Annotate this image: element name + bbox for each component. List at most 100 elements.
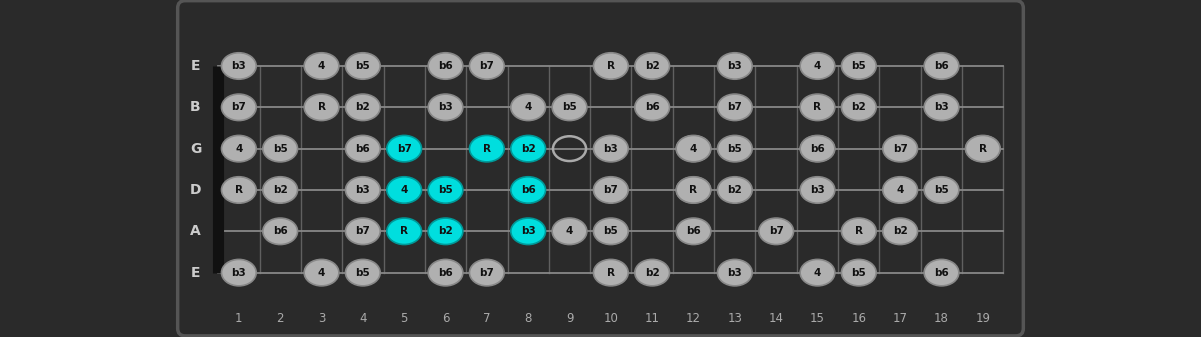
Ellipse shape (924, 177, 958, 203)
Ellipse shape (346, 177, 381, 203)
Ellipse shape (221, 94, 256, 121)
Text: 6: 6 (442, 312, 449, 325)
Text: 5: 5 (400, 312, 408, 325)
Ellipse shape (635, 94, 669, 121)
Ellipse shape (842, 259, 877, 286)
Text: b7: b7 (355, 226, 370, 236)
Text: 11: 11 (645, 312, 659, 325)
Text: b6: b6 (521, 185, 536, 195)
Ellipse shape (842, 53, 877, 79)
Ellipse shape (346, 53, 381, 79)
Ellipse shape (387, 135, 422, 162)
Ellipse shape (304, 259, 339, 286)
Ellipse shape (470, 259, 504, 286)
Ellipse shape (800, 259, 835, 286)
Ellipse shape (635, 53, 669, 79)
Text: 4: 4 (896, 185, 904, 195)
Text: b7: b7 (232, 102, 246, 112)
Ellipse shape (676, 177, 711, 203)
Text: R: R (607, 268, 615, 278)
Text: b5: b5 (355, 268, 370, 278)
Ellipse shape (510, 135, 545, 162)
Ellipse shape (717, 177, 752, 203)
Text: 4: 4 (525, 102, 532, 112)
Ellipse shape (800, 135, 835, 162)
Text: b2: b2 (645, 61, 659, 71)
Ellipse shape (221, 135, 256, 162)
Text: B: B (190, 100, 201, 114)
Ellipse shape (593, 135, 628, 162)
Text: b5: b5 (728, 144, 742, 154)
Text: b3: b3 (603, 144, 619, 154)
Text: E: E (191, 266, 201, 280)
Ellipse shape (221, 259, 256, 286)
Text: b7: b7 (479, 268, 495, 278)
Text: 4: 4 (318, 61, 325, 71)
Text: 4: 4 (359, 312, 366, 325)
Text: b7: b7 (603, 185, 619, 195)
Text: b3: b3 (728, 268, 742, 278)
Ellipse shape (676, 218, 711, 245)
Ellipse shape (717, 53, 752, 79)
Ellipse shape (883, 135, 918, 162)
Text: b7: b7 (728, 102, 742, 112)
Ellipse shape (800, 94, 835, 121)
Text: b3: b3 (232, 268, 246, 278)
Ellipse shape (759, 218, 794, 245)
Text: 10: 10 (603, 312, 619, 325)
Text: b3: b3 (811, 185, 825, 195)
Ellipse shape (966, 135, 1000, 162)
Text: 2: 2 (276, 312, 283, 325)
Text: b6: b6 (934, 268, 949, 278)
Text: 13: 13 (728, 312, 742, 325)
Text: R: R (979, 144, 987, 154)
Ellipse shape (842, 94, 877, 121)
Text: R: R (483, 144, 491, 154)
Ellipse shape (510, 177, 545, 203)
Ellipse shape (470, 53, 504, 79)
Ellipse shape (428, 53, 462, 79)
Text: b5: b5 (562, 102, 576, 112)
Ellipse shape (510, 94, 545, 121)
Text: 3: 3 (318, 312, 325, 325)
Text: b2: b2 (852, 102, 866, 112)
Text: D: D (190, 183, 202, 197)
Text: R: R (689, 185, 698, 195)
Text: b2: b2 (892, 226, 908, 236)
Text: b5: b5 (852, 268, 866, 278)
Ellipse shape (346, 135, 381, 162)
Text: 4: 4 (689, 144, 698, 154)
Text: b3: b3 (438, 102, 453, 112)
Text: b3: b3 (934, 102, 949, 112)
Text: b5: b5 (934, 185, 949, 195)
Text: b6: b6 (438, 268, 453, 278)
Text: b6: b6 (438, 61, 453, 71)
Text: b3: b3 (728, 61, 742, 71)
Ellipse shape (635, 259, 669, 286)
Ellipse shape (428, 94, 462, 121)
Ellipse shape (346, 218, 381, 245)
Text: 15: 15 (809, 312, 825, 325)
Text: 7: 7 (483, 312, 490, 325)
Text: 4: 4 (566, 226, 573, 236)
Text: R: R (400, 226, 408, 236)
Ellipse shape (842, 218, 877, 245)
Text: b5: b5 (355, 61, 370, 71)
Ellipse shape (717, 94, 752, 121)
Ellipse shape (428, 218, 462, 245)
Ellipse shape (593, 177, 628, 203)
Ellipse shape (676, 135, 711, 162)
Text: 9: 9 (566, 312, 573, 325)
Text: b6: b6 (645, 102, 659, 112)
Text: 16: 16 (852, 312, 866, 325)
Ellipse shape (304, 53, 339, 79)
FancyBboxPatch shape (178, 1, 1023, 336)
Ellipse shape (883, 177, 918, 203)
Text: 8: 8 (525, 312, 532, 325)
Text: b7: b7 (769, 226, 783, 236)
Text: G: G (190, 142, 201, 156)
Ellipse shape (428, 177, 462, 203)
Ellipse shape (263, 218, 298, 245)
Text: b6: b6 (355, 144, 370, 154)
Text: b2: b2 (273, 185, 287, 195)
